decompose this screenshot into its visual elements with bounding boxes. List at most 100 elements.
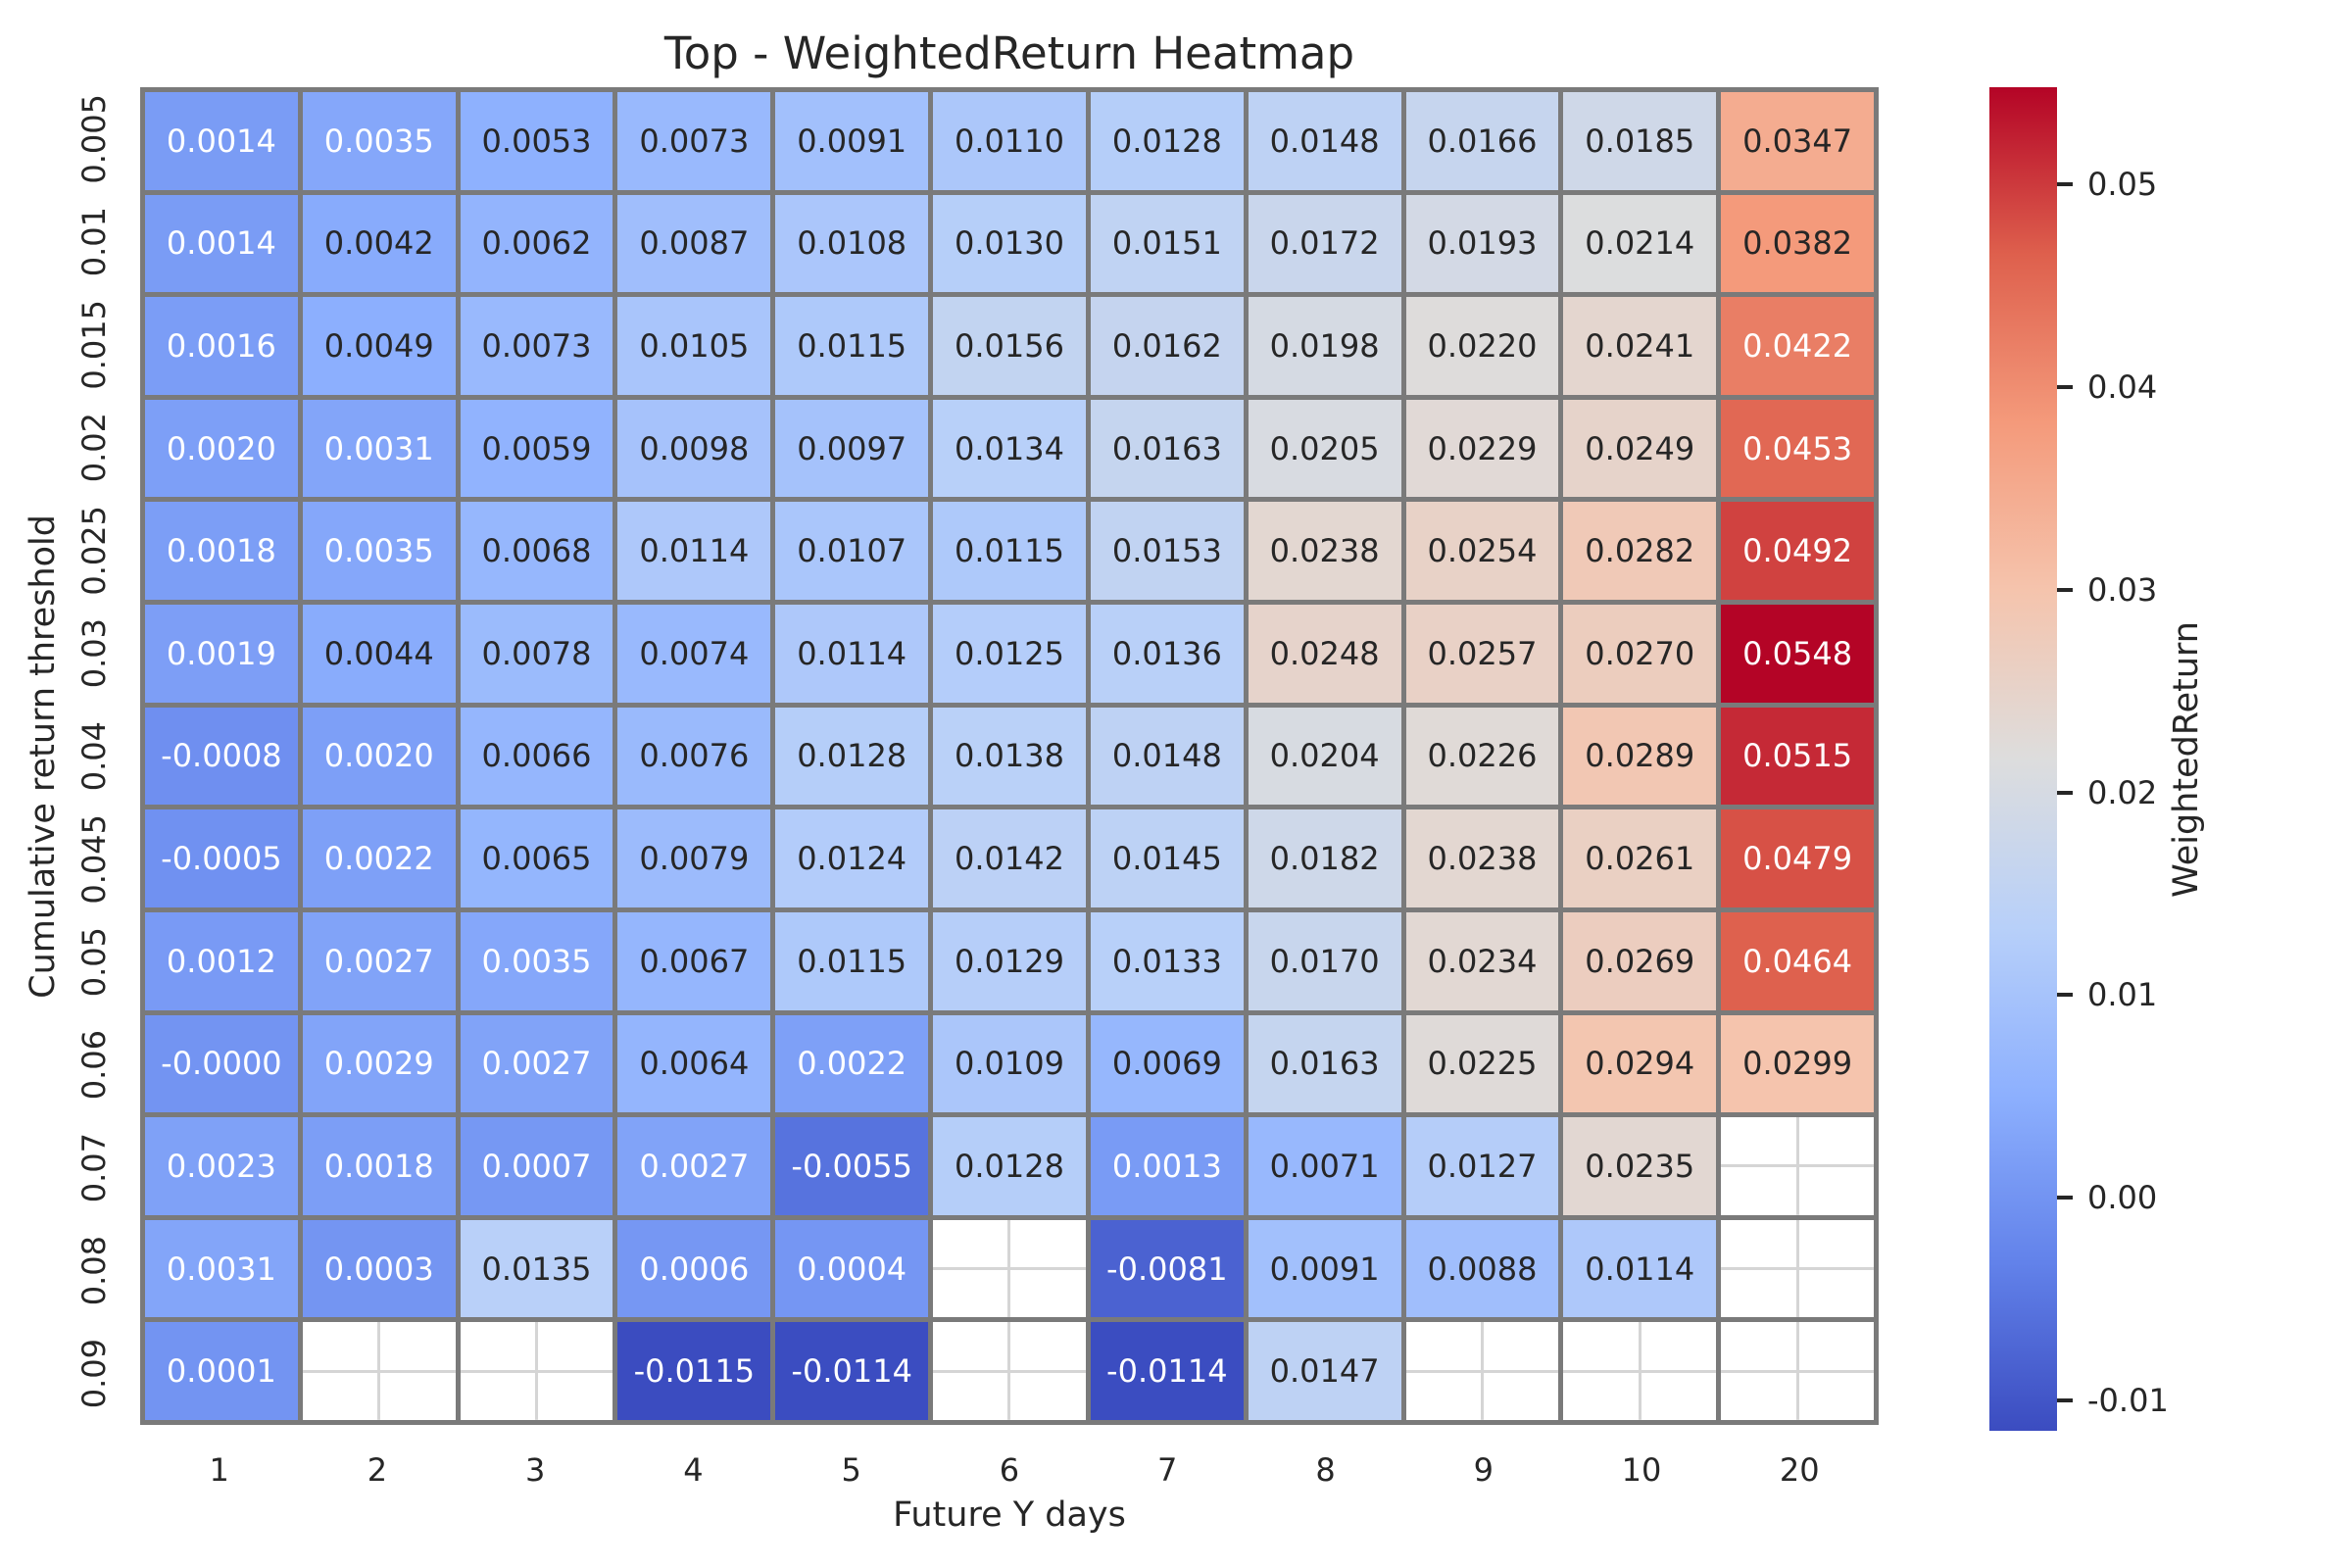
heatmap-cell: 0.0003 [302,1219,456,1318]
colorbar-label: WeightedReturn [2159,87,2214,1431]
heatmap-cell: 0.0074 [617,605,771,703]
heatmap-cell: 0.0007 [460,1117,613,1215]
heatmap-grid: 0.0014 0.0035 0.0053 0.0073 0.0091 0.0110 0.01… [140,87,1879,1425]
heatmap-cell: 0.0226 [1405,707,1559,806]
heatmap-cell: 0.0261 [1563,809,1717,907]
heatmap-cell: 0.0257 [1405,605,1559,703]
heatmap-cell: 0.0204 [1248,707,1401,806]
heatmap-cell: -0.0008 [145,707,298,806]
heatmap-cell: 0.0031 [145,1219,298,1318]
heatmap-cell: 0.0124 [775,809,929,907]
heatmap-cell: 0.0079 [617,809,771,907]
x-tick-label: 4 [683,1451,704,1489]
heatmap-cell: -0.0115 [617,1322,771,1420]
heatmap-cell [1721,1117,1874,1215]
colorbar-tick-mark [2057,1196,2073,1200]
heatmap-cell [1721,1219,1874,1318]
heatmap-cell: 0.0107 [775,502,929,601]
heatmap-cell: 0.0156 [933,297,1086,395]
heatmap-cell: 0.0147 [1248,1322,1401,1420]
heatmap-cell: 0.0294 [1563,1014,1717,1113]
heatmap-cell: 0.0163 [1248,1014,1401,1113]
x-tick-labels: 1 2 3 4 5 6 7 8 9 10 20 [140,1443,1879,1497]
x-tick-label: 2 [367,1451,388,1489]
heatmap-cell: -0.0114 [1090,1322,1244,1420]
heatmap-cell: 0.0269 [1563,911,1717,1010]
heatmap-cell: 0.0044 [302,605,456,703]
heatmap-cell: 0.0027 [460,1014,613,1113]
heatmap-cell: 0.0068 [460,502,613,601]
colorbar-tick-mark [2057,385,2073,390]
heatmap-cell: 0.0027 [302,911,456,1010]
heatmap-cell: 0.0022 [302,809,456,907]
heatmap-cell: 0.0059 [460,399,613,498]
heatmap-cell: 0.0422 [1721,297,1874,395]
heatmap-cell: 0.0198 [1248,297,1401,395]
heatmap-cell: -0.0000 [145,1014,298,1113]
colorbar-label-text: WeightedReturn [2167,620,2206,898]
heatmap-cell: 0.0289 [1563,707,1717,806]
heatmap-cell: 0.0073 [460,297,613,395]
heatmap-cell: 0.0128 [775,707,929,806]
heatmap-cell: 0.0091 [775,92,929,190]
heatmap-cell: 0.0098 [617,399,771,498]
heatmap-cell: 0.0135 [460,1219,613,1318]
x-tick-label: 10 [1621,1451,1662,1489]
heatmap-cell: 0.0229 [1405,399,1559,498]
heatmap-cell: 0.0114 [1563,1219,1717,1318]
colorbar-tick-mark [2057,182,2073,187]
x-tick-label: 20 [1779,1451,1820,1489]
heatmap-cell: 0.0053 [460,92,613,190]
heatmap-cell: 0.0029 [302,1014,456,1113]
heatmap-cell: 0.0166 [1405,92,1559,190]
heatmap-cell: 0.0091 [1248,1219,1401,1318]
heatmap-cell: 0.0249 [1563,399,1717,498]
x-tick-label: 7 [1157,1451,1178,1489]
colorbar-tick-mark [2057,1397,2073,1402]
heatmap-cell: 0.0035 [302,92,456,190]
heatmap-cell: 0.0548 [1721,605,1874,703]
y-tick-label-text: 0.015 [75,299,113,390]
heatmap-cell: 0.0114 [775,605,929,703]
x-tick-label: 5 [841,1451,861,1489]
heatmap-cell: 0.0453 [1721,399,1874,498]
heatmap-cell: 0.0134 [933,399,1086,498]
heatmap-cell [460,1322,613,1420]
heatmap-cell: 0.0515 [1721,707,1874,806]
heatmap-cell: 0.0282 [1563,502,1717,601]
heatmap-cell: 0.0151 [1090,194,1244,293]
heatmap-cell: 0.0148 [1090,707,1244,806]
heatmap-cell [933,1219,1086,1318]
heatmap-cell: 0.0114 [617,502,771,601]
heatmap-cell: 0.0022 [775,1014,929,1113]
heatmap-cell: 0.0013 [1090,1117,1244,1215]
y-tick-label: 0.04 [0,705,140,808]
heatmap-cell: 0.0115 [775,911,929,1010]
heatmap-cell: 0.0382 [1721,194,1874,293]
heatmap-cell: 0.0076 [617,707,771,806]
heatmap-cell: 0.0129 [933,911,1086,1010]
heatmap-cell: 0.0235 [1563,1117,1717,1215]
heatmap-cell: 0.0035 [302,502,456,601]
heatmap-cell: 0.0127 [1405,1117,1559,1215]
heatmap-cell: 0.0027 [617,1117,771,1215]
colorbar-tick-label: 0.05 [2087,166,2158,204]
heatmap-cell: -0.0081 [1090,1219,1244,1318]
heatmap-cell: 0.0225 [1405,1014,1559,1113]
heatmap-cell: 0.0128 [1090,92,1244,190]
y-tick-label-text: 0.045 [75,813,113,905]
heatmap-cell: 0.0347 [1721,92,1874,190]
y-tick-label-text: 0.06 [75,1029,113,1101]
y-tick-labels: 0.005 0.01 0.015 0.02 0.025 0.03 0.04 0.045 0.05… [0,87,140,1425]
y-tick-label: 0.045 [0,808,140,910]
y-tick-label: 0.01 [0,190,140,293]
y-tick-label-text: 0.09 [75,1338,113,1409]
heatmap-cell: 0.0064 [617,1014,771,1113]
y-tick-label-text: 0.05 [75,926,113,998]
heatmap-cell: 0.0014 [145,92,298,190]
x-tick-label: 1 [209,1451,229,1489]
heatmap-cell: 0.0067 [617,911,771,1010]
x-tick-label: 8 [1315,1451,1336,1489]
heatmap-cell: 0.0012 [145,911,298,1010]
